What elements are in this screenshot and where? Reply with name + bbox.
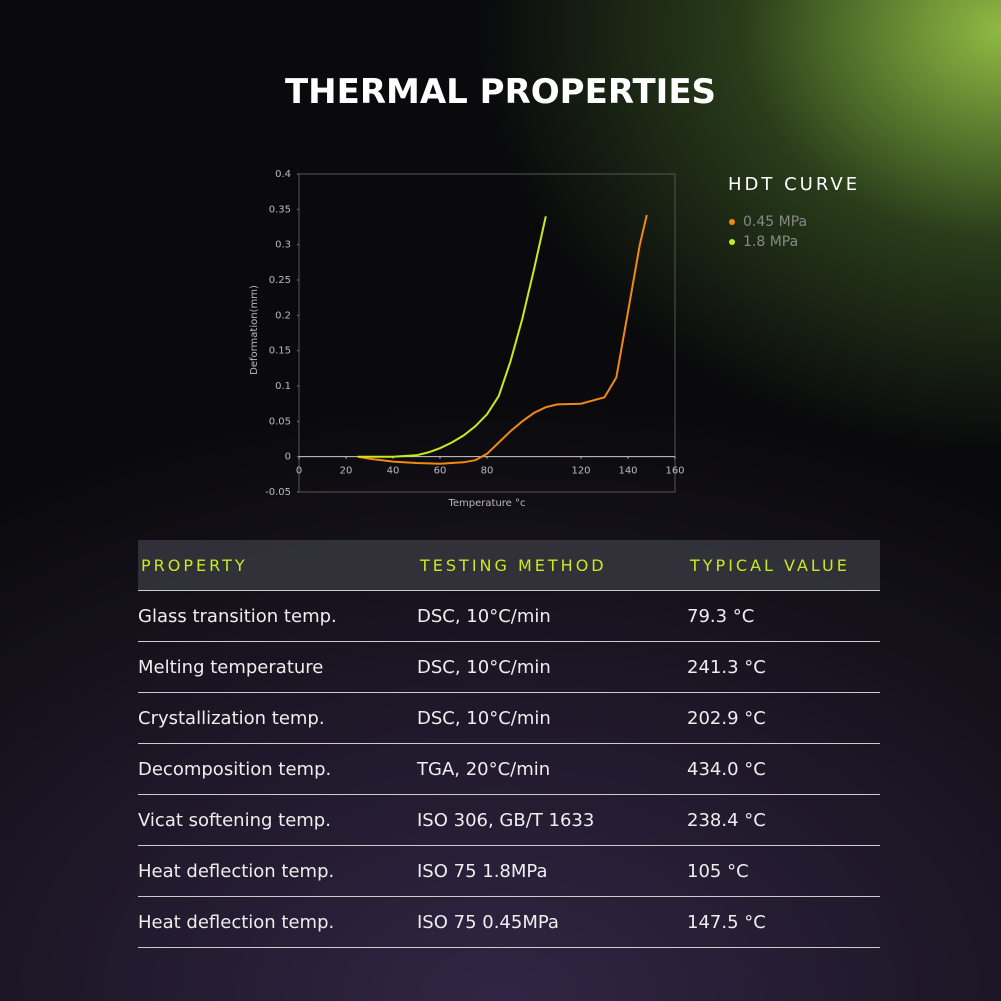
x-tick-label: 80 bbox=[481, 466, 494, 477]
table-cell: 202.9 °C bbox=[687, 692, 880, 744]
table-row: Decomposition temp. TGA, 20°C/min 434.0 °C bbox=[138, 743, 880, 795]
table-cell: 238.4 °C bbox=[687, 794, 880, 846]
table-cell: Decomposition temp. bbox=[138, 743, 417, 795]
y-tick-label: 0.1 bbox=[275, 381, 291, 392]
table-cell: Heat deflection temp. bbox=[138, 896, 417, 948]
y-tick-label: 0.15 bbox=[269, 346, 291, 357]
table-row: Heat deflection temp. ISO 75 1.8MPa 105 °C bbox=[138, 845, 880, 897]
table-cell: TGA, 20°C/min bbox=[417, 743, 687, 795]
table-cell: ISO 75 1.8MPa bbox=[417, 845, 687, 897]
table-cell: Vicat softening temp. bbox=[138, 794, 417, 846]
y-tick-label: 0.3 bbox=[275, 240, 291, 251]
y-tick-label: -0.05 bbox=[265, 487, 291, 498]
table-row: Vicat softening temp. ISO 306, GB/T 1633 2… bbox=[138, 794, 880, 846]
y-tick-label: 0 bbox=[285, 452, 291, 463]
table-row: Glass transition temp. DSC, 10°C/min 79.3 … bbox=[138, 590, 880, 642]
legend-title: HDT CURVE bbox=[728, 174, 860, 195]
data-line bbox=[357, 214, 648, 465]
y-axis-label: Deformation(mm) bbox=[249, 285, 260, 375]
table-cell: Crystallization temp. bbox=[138, 692, 417, 744]
column-header: TESTING METHOD bbox=[417, 540, 687, 591]
y-tick-label: 0.25 bbox=[269, 275, 291, 286]
table-row: Crystallization temp. DSC, 10°C/min 202.9 … bbox=[138, 692, 880, 744]
x-tick-label: 140 bbox=[618, 466, 637, 477]
legend-swatch bbox=[729, 219, 735, 225]
x-tick-label: 40 bbox=[387, 466, 400, 477]
table-cell: DSC, 10°C/min bbox=[417, 692, 687, 744]
table-cell: DSC, 10°C/min bbox=[417, 590, 687, 642]
table-cell: DSC, 10°C/min bbox=[417, 641, 687, 693]
x-axis-label: Temperature °c bbox=[447, 498, 525, 509]
x-tick-label: 60 bbox=[434, 466, 447, 477]
table-cell: Melting temperature bbox=[138, 641, 417, 693]
y-tick-label: 0.2 bbox=[275, 310, 291, 321]
y-tick-label: 0.05 bbox=[269, 416, 291, 427]
legend-swatch bbox=[729, 239, 735, 245]
table-cell: 105 °C bbox=[687, 845, 880, 897]
legend-label: 1.8 MPa bbox=[743, 234, 798, 250]
table-row: Melting temperature DSC, 10°C/min 241.3 °C bbox=[138, 641, 880, 693]
x-tick-label: 20 bbox=[340, 466, 353, 477]
table-cell: Glass transition temp. bbox=[138, 590, 417, 642]
data-line bbox=[357, 216, 547, 458]
table-cell: Heat deflection temp. bbox=[138, 845, 417, 897]
plot-frame bbox=[298, 173, 676, 493]
table-row: Heat deflection temp. ISO 75 0.45MPa 147.5… bbox=[138, 896, 880, 948]
chart: Temperature °c Deformation(mm) HDT CURVE… bbox=[249, 169, 860, 509]
legend-label: 0.45 MPa bbox=[743, 214, 807, 230]
y-tick-label: 0.35 bbox=[269, 204, 291, 215]
header-row: PROPERTY TESTING METHOD TYPICAL VALUE bbox=[138, 540, 880, 591]
table-cell: 79.3 °C bbox=[687, 590, 880, 642]
column-header: TYPICAL VALUE bbox=[687, 540, 880, 591]
properties-table: PROPERTY TESTING METHOD TYPICAL VALUE Glas… bbox=[138, 540, 880, 948]
table-cell: 241.3 °C bbox=[687, 641, 880, 693]
table-cell: ISO 306, GB/T 1633 bbox=[417, 794, 687, 846]
page-title: THERMAL PROPERTIES bbox=[284, 72, 717, 112]
column-header: PROPERTY bbox=[138, 540, 417, 591]
table-cell: ISO 75 0.45MPa bbox=[417, 896, 687, 948]
table-cell: 434.0 °C bbox=[687, 743, 880, 795]
x-tick-label: 120 bbox=[571, 466, 590, 477]
x-tick-label: 160 bbox=[665, 466, 684, 477]
y-tick-label: 0.4 bbox=[275, 169, 291, 180]
table-cell: 147.5 °C bbox=[687, 896, 880, 948]
x-tick-label: 0 bbox=[296, 466, 302, 477]
